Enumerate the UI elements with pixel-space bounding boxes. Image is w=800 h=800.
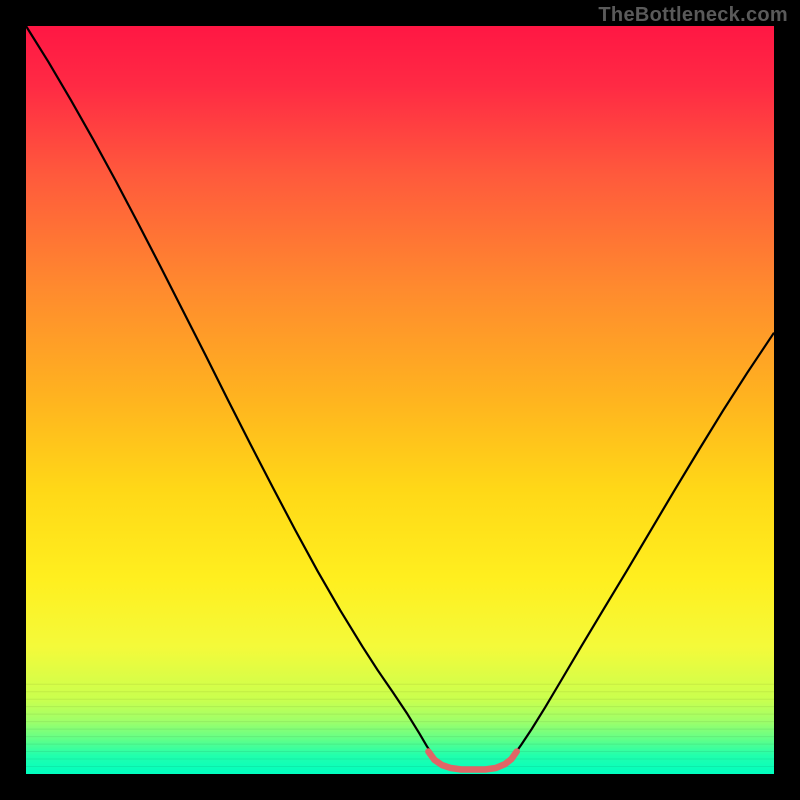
plot-background xyxy=(26,26,774,774)
chart-stage: TheBottleneck.com xyxy=(0,0,800,800)
bottleneck-chart-svg xyxy=(0,0,800,800)
watermark-label: TheBottleneck.com xyxy=(598,4,788,27)
